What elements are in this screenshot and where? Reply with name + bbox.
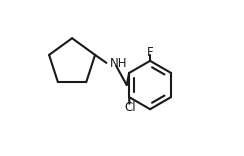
Text: Cl: Cl	[124, 101, 136, 114]
Text: NH: NH	[110, 57, 127, 70]
Text: F: F	[147, 46, 153, 59]
